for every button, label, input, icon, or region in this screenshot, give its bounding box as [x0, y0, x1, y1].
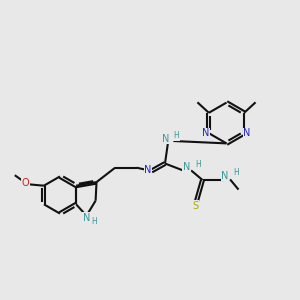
- Text: N: N: [202, 128, 209, 138]
- Text: N: N: [183, 162, 190, 172]
- Text: H: H: [91, 217, 97, 226]
- Text: S: S: [193, 201, 199, 211]
- Text: N: N: [83, 213, 90, 223]
- Text: O: O: [22, 178, 29, 188]
- Text: N: N: [244, 128, 251, 138]
- Text: N: N: [162, 134, 169, 144]
- Text: H: H: [233, 168, 239, 177]
- Text: H: H: [195, 160, 201, 169]
- Text: N: N: [144, 165, 152, 176]
- Text: N: N: [221, 171, 228, 181]
- Text: H: H: [173, 131, 179, 140]
